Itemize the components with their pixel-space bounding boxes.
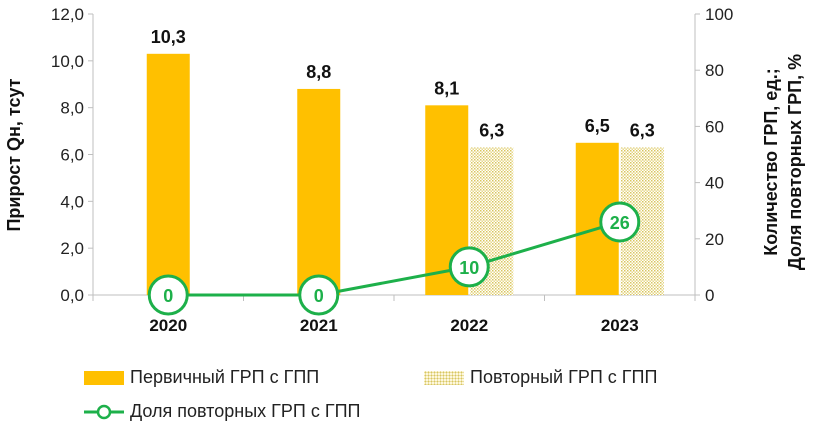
bars-layer xyxy=(146,53,664,295)
data-label-primary: 8,8 xyxy=(306,62,331,82)
line-point-label: 0 xyxy=(163,286,173,306)
line-point xyxy=(147,274,189,316)
y-tick-label-left: 12,0 xyxy=(51,5,84,24)
line-point-label: 0 xyxy=(314,286,324,306)
y-tick-label-right: 20 xyxy=(705,230,724,249)
y-tick-label-right: 80 xyxy=(705,61,724,80)
line-layer: 0 0 10 26 xyxy=(147,201,641,316)
legend-item-repeat: Повторный ГРП с ГПП xyxy=(424,367,657,388)
legend-swatch-primary xyxy=(84,370,124,385)
line-point-label: 10 xyxy=(459,258,479,278)
line-point xyxy=(599,201,641,243)
x-tick-label: 2020 xyxy=(149,316,187,335)
y-tick-label-left: 6,0 xyxy=(60,146,84,165)
data-label-repeat: 6,3 xyxy=(630,120,655,140)
y-tick-label-right: 0 xyxy=(705,286,714,305)
line-point xyxy=(298,274,340,316)
y-axis-title-left: Прирост Qн, тсут xyxy=(4,78,24,231)
y-tick-label-left: 2,0 xyxy=(60,239,84,258)
data-label-primary: 10,3 xyxy=(151,27,186,47)
y-tick-label-left: 0,0 xyxy=(60,286,84,305)
y-axis-title-right-line: Доля повторных ГРП, % xyxy=(785,54,805,270)
legend-label-repeat: Повторный ГРП с ГПП xyxy=(470,367,658,387)
y-tick-label-right: 40 xyxy=(705,174,724,193)
line-point xyxy=(448,246,490,288)
legend-item-line: Доля повторных ГРП с ГПП xyxy=(84,401,360,422)
legend-label-primary: Первичный ГРП с ГПП xyxy=(130,367,320,387)
bar-primary xyxy=(146,53,190,295)
y-tick-label-left: 4,0 xyxy=(60,192,84,211)
data-label-primary: 6,5 xyxy=(585,116,610,136)
y-tick-label-right: 100 xyxy=(705,5,733,24)
y-tick-label-left: 8,0 xyxy=(60,99,84,118)
legend-swatch-repeat xyxy=(424,370,464,385)
labels-layer: 10,3 8,8 8,1 6,3 6,5 6,3 xyxy=(151,27,655,141)
legend-label-line: Доля повторных ГРП с ГПП xyxy=(130,401,361,421)
y-axis-title-right-line: Количество ГРП, ед.; xyxy=(761,68,781,256)
data-label-primary: 8,1 xyxy=(434,78,459,98)
legend-swatch-line xyxy=(84,404,124,419)
bar-primary xyxy=(297,88,341,295)
line-share-repeat xyxy=(168,220,621,297)
y-tick-label-left: 10,0 xyxy=(51,52,84,71)
legend-item-primary: Первичный ГРП с ГПП xyxy=(84,367,319,388)
x-tick-label: 2023 xyxy=(601,316,639,335)
x-tick-label: 2021 xyxy=(300,316,338,335)
data-label-repeat: 6,3 xyxy=(479,120,504,140)
x-tick-label: 2022 xyxy=(450,316,488,335)
line-point-label: 26 xyxy=(610,213,630,233)
y-tick-label-right: 60 xyxy=(705,117,724,136)
